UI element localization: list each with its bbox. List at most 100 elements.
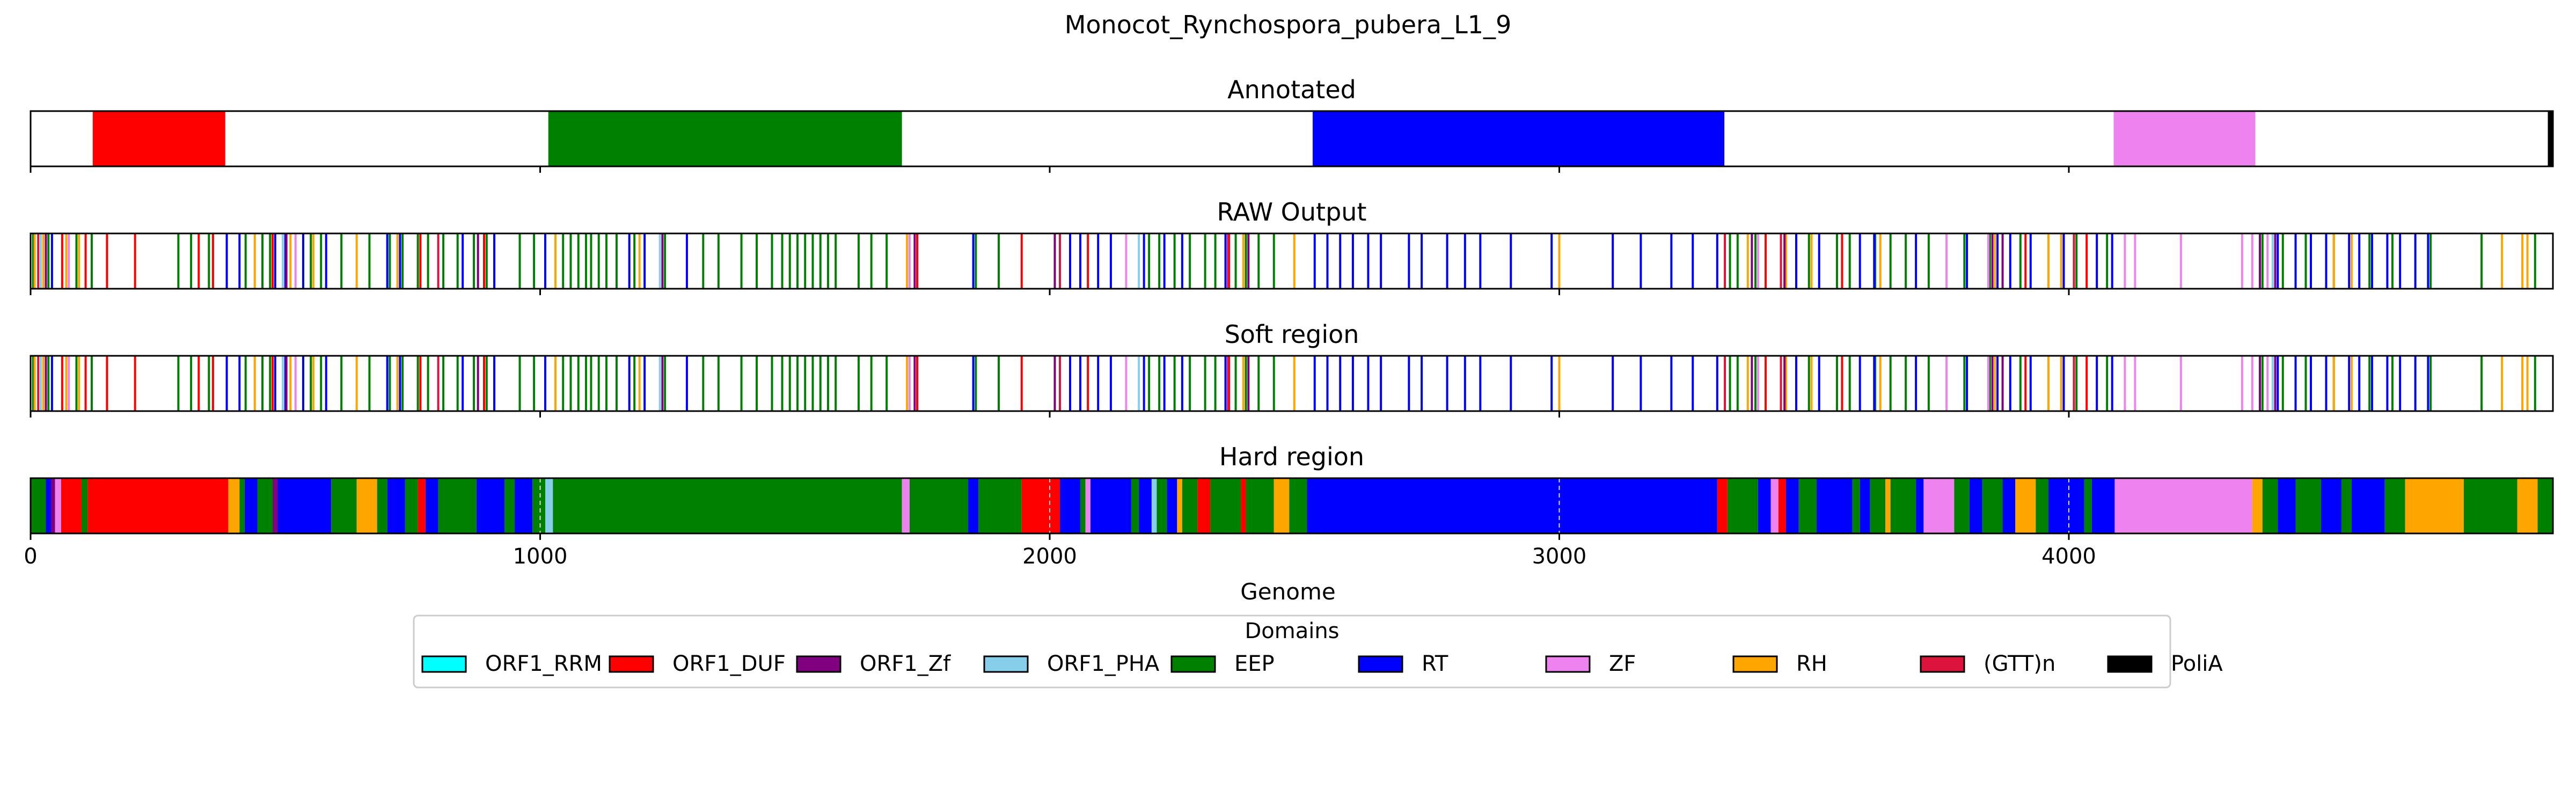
domain-segment: [2091, 478, 2115, 533]
track-panels: Annotated RAW Output Soft region Hard regio…: [24, 75, 2554, 569]
x-tick-label: 4000: [2041, 544, 2096, 569]
legend-item: RH: [1732, 652, 1827, 676]
legend-item: ORF1_Zf: [796, 652, 951, 676]
domain-segment: [1816, 478, 1853, 533]
panel-3: Hard region 0 1000 2000 3000 4000: [24, 442, 2554, 569]
domain-segment: [1021, 478, 1060, 533]
legend-swatch: [1732, 655, 1778, 673]
domain-segment: [1717, 478, 1728, 533]
domain-segment: [1085, 478, 1091, 533]
domain-segment: [1080, 478, 1086, 533]
legend-label: ORF1_Zf: [860, 652, 951, 676]
legend-frame: [413, 614, 2171, 689]
legend-item: (GTT)n: [1920, 652, 2055, 676]
legend-swatch: [421, 655, 467, 673]
domain-segment: [61, 478, 82, 533]
panel-title: Soft region: [1225, 320, 1359, 349]
x-tick-label: 3000: [1532, 544, 1587, 569]
domain-segment: [92, 111, 225, 166]
panel-0: Annotated: [30, 75, 2554, 173]
x-axis-label: Genome: [1240, 579, 1335, 605]
domain-segment: [968, 478, 979, 533]
domain-segment: [1982, 478, 2003, 533]
domain-segment: [1860, 478, 1870, 533]
domain-segment: [257, 478, 273, 533]
panel-title: Hard region: [1219, 442, 1364, 471]
legend-title: Domains: [1245, 619, 1339, 643]
legend-label: RT: [1422, 652, 1448, 676]
domain-segment: [2537, 478, 2553, 533]
legend-swatch: [2107, 655, 2153, 673]
legend-item: PoliA: [2107, 652, 2223, 676]
legend-label: EEP: [1234, 652, 1275, 676]
domain-segment: [1885, 478, 1891, 533]
domain-segment: [55, 478, 61, 533]
domain-segment: [2295, 478, 2321, 533]
panel-title: Annotated: [1227, 75, 1356, 104]
domain-segment: [2351, 478, 2385, 533]
domain-segment: [1758, 478, 1771, 533]
legend-label: ORF1_RRM: [485, 652, 602, 676]
domain-segment: [1131, 478, 1139, 533]
domain-segment: [46, 478, 51, 533]
domain-segment: [1197, 478, 1211, 533]
domain-segment: [50, 478, 55, 533]
domain-segment: [387, 478, 405, 533]
domain-segment: [532, 478, 545, 533]
domain-segment: [331, 478, 357, 533]
legend-item: RT: [1358, 652, 1448, 676]
domain-segment: [1210, 478, 1241, 533]
domain-segment: [405, 478, 418, 533]
domain-segment: [2384, 478, 2405, 533]
panel-1: RAW Output: [30, 197, 2554, 295]
legend-item: ORF1_DUF: [609, 652, 786, 676]
domain-segment: [1059, 478, 1080, 533]
domain-segment: [1151, 478, 1157, 533]
domain-segment: [545, 478, 553, 533]
panel-background: [31, 233, 2553, 289]
x-tick-label: 1000: [513, 544, 568, 569]
domain-segment: [2084, 478, 2092, 533]
panel-title: RAW Output: [1217, 197, 1367, 226]
domain-segment: [1289, 478, 1307, 533]
domain-segment: [81, 478, 88, 533]
panel-frame: [30, 232, 2554, 290]
legend-swatch: [1545, 655, 1591, 673]
domain-segment: [1312, 111, 1725, 166]
domain-segment: [1241, 478, 1246, 533]
domain-segment: [2278, 478, 2296, 533]
domain-segment: [1246, 478, 1274, 533]
domain-segment: [978, 478, 1022, 533]
panel-background: [31, 356, 2553, 411]
domain-segment: [2463, 478, 2518, 533]
domain-segment: [2036, 478, 2048, 533]
domain-segment: [2015, 478, 2036, 533]
domain-segment: [1090, 478, 1131, 533]
domain-segment: [2048, 478, 2084, 533]
domain-segment: [2548, 111, 2553, 166]
legend-swatch: [609, 655, 654, 673]
panel-frame: [30, 355, 2554, 412]
domain-segment: [1177, 478, 1182, 533]
domain-segment: [87, 478, 229, 533]
domain-segment: [1923, 478, 1955, 533]
domain-segment: [2262, 478, 2278, 533]
domain-segment: [31, 478, 46, 533]
domain-segment: [277, 478, 332, 533]
domain-segment: [1969, 478, 1982, 533]
legend-label: PoliA: [2171, 652, 2223, 676]
domain-segment: [909, 478, 969, 533]
legend-item: ZF: [1545, 652, 1636, 676]
panel-frame: [30, 110, 2554, 167]
domain-segment: [1852, 478, 1860, 533]
domain-segment: [553, 478, 902, 533]
domain-segment: [2002, 478, 2016, 533]
legend-label: RH: [1796, 652, 1827, 676]
domain-segment: [1954, 478, 1970, 533]
domain-segment: [273, 478, 278, 533]
legend-swatch: [1358, 655, 1403, 673]
x-tick-label: 0: [24, 544, 37, 569]
domain-segment: [515, 478, 533, 533]
domain-segment: [239, 478, 245, 533]
